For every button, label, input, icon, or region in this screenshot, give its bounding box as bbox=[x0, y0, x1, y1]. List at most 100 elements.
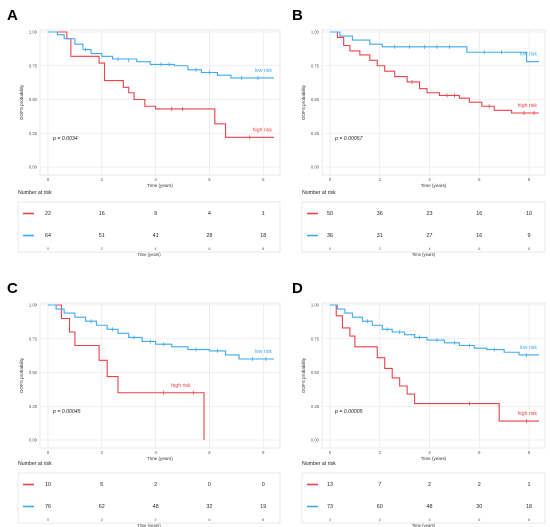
at-risk-count: 31 bbox=[377, 233, 383, 239]
at-risk-count: 22 bbox=[45, 211, 51, 217]
y-axis-title: OOFS probability bbox=[19, 357, 24, 393]
risk-table-x-tick: 8 bbox=[262, 518, 264, 522]
panel-a: A 0.00 0.25 0.50 0.75 1.00 0 2 4 6 8 OOFS probabili… bbox=[7, 7, 281, 257]
low-risk-curve bbox=[330, 31, 539, 63]
low-risk-curve bbox=[330, 304, 539, 356]
y-tick-label: 0.25 bbox=[311, 131, 320, 136]
panel-label: D bbox=[292, 280, 303, 297]
at-risk-count: 2 bbox=[428, 482, 431, 488]
risk-table-x-title: Time (years) bbox=[412, 523, 436, 527]
high-risk-label: high risk bbox=[518, 411, 538, 417]
y-tick-label: 1.00 bbox=[311, 30, 320, 35]
y-tick-label: 0.50 bbox=[311, 370, 320, 375]
high-risk-curve bbox=[48, 31, 274, 138]
y-tick-label: 0.50 bbox=[29, 97, 38, 102]
x-tick-label: 0 bbox=[329, 177, 332, 182]
at-risk-count: 7 bbox=[378, 482, 381, 488]
x-tick-label: 4 bbox=[428, 450, 431, 455]
p-value-annotation: p = 0.0034 bbox=[52, 136, 78, 142]
y-tick-label: 1.00 bbox=[311, 303, 320, 308]
at-risk-count: 16 bbox=[99, 211, 105, 217]
y-axis-title: OOFS probability bbox=[301, 357, 306, 393]
x-tick-label: 0 bbox=[47, 177, 50, 182]
risk-table-x-tick: 2 bbox=[101, 247, 103, 251]
x-axis-title: Time (years) bbox=[421, 183, 447, 188]
high-risk-label: high risk bbox=[518, 103, 538, 109]
plot-area bbox=[321, 302, 546, 449]
high-risk-curve bbox=[330, 304, 539, 422]
at-risk-count: 9 bbox=[154, 211, 157, 217]
x-axis-title: Time (years) bbox=[147, 456, 173, 461]
y-axis-title: OOFS probability bbox=[19, 84, 24, 120]
y-tick-label: 0.00 bbox=[311, 165, 320, 170]
x-tick-label: 0 bbox=[47, 450, 50, 455]
high-risk-curve bbox=[330, 31, 539, 114]
y-tick-label: 0.25 bbox=[311, 404, 320, 409]
x-tick-label: 2 bbox=[379, 177, 382, 182]
y-tick-label: 1.00 bbox=[29, 303, 38, 308]
y-tick-label: 0.00 bbox=[29, 165, 38, 170]
x-tick-label: 4 bbox=[154, 177, 157, 182]
risk-table-title: Number at risk bbox=[302, 190, 336, 196]
risk-table-x-tick: 4 bbox=[155, 518, 157, 522]
y-tick-label: 0.00 bbox=[311, 438, 320, 443]
plot-area bbox=[39, 302, 281, 449]
at-risk-count: 73 bbox=[327, 504, 333, 510]
panel-b: B 0.00 0.25 0.50 0.75 1.00 0 2 4 6 8 OOFS probabili… bbox=[292, 7, 546, 257]
risk-table-x-tick: 2 bbox=[101, 518, 103, 522]
risk-table-x-tick: 6 bbox=[478, 247, 480, 251]
risk-table-x-tick: 4 bbox=[428, 247, 430, 251]
x-tick-label: 6 bbox=[208, 177, 211, 182]
panel-d: D 0.00 0.25 0.50 0.75 1.00 0 2 4 6 8 OOFS probabili… bbox=[292, 280, 546, 527]
y-tick-label: 0.75 bbox=[29, 336, 38, 341]
plot-area bbox=[321, 29, 546, 176]
low-risk-label: low risk bbox=[520, 52, 538, 58]
at-risk-count: 50 bbox=[327, 211, 333, 217]
at-risk-count: 32 bbox=[206, 504, 212, 510]
y-tick-label: 0.75 bbox=[29, 63, 38, 68]
p-value-annotation: p = 0.00057 bbox=[334, 136, 364, 142]
panel-label: A bbox=[7, 7, 18, 24]
low-risk-curve bbox=[48, 31, 274, 79]
low-risk-curve bbox=[48, 304, 274, 360]
risk-table-x-tick: 2 bbox=[379, 518, 381, 522]
risk-table-x-tick: 8 bbox=[528, 247, 530, 251]
low-risk-label: low risk bbox=[520, 345, 538, 351]
high-risk-label: high risk bbox=[253, 127, 273, 133]
at-risk-count: 13 bbox=[327, 482, 333, 488]
risk-table-title: Number at risk bbox=[18, 461, 52, 467]
at-risk-count: 2 bbox=[478, 482, 481, 488]
p-value-annotation: p = 0.00045 bbox=[52, 409, 81, 415]
risk-table bbox=[301, 201, 546, 253]
x-tick-label: 4 bbox=[428, 177, 431, 182]
at-risk-count: 30 bbox=[476, 504, 482, 510]
at-risk-count: 36 bbox=[327, 233, 333, 239]
at-risk-count: 1 bbox=[262, 211, 265, 217]
y-tick-label: 0.25 bbox=[29, 404, 38, 409]
risk-table-x-tick: 8 bbox=[262, 247, 264, 251]
at-risk-count: 62 bbox=[99, 504, 105, 510]
low-risk-label: low risk bbox=[255, 68, 273, 74]
x-tick-label: 0 bbox=[329, 450, 332, 455]
y-tick-label: 0.50 bbox=[29, 370, 38, 375]
risk-table-x-tick: 0 bbox=[47, 247, 49, 251]
high-risk-curve bbox=[48, 304, 205, 440]
x-axis-title: Time (years) bbox=[421, 456, 447, 461]
x-tick-label: 2 bbox=[101, 177, 104, 182]
x-tick-label: 2 bbox=[101, 450, 104, 455]
at-risk-count: 16 bbox=[476, 233, 482, 239]
risk-table-x-tick: 4 bbox=[428, 518, 430, 522]
at-risk-count: 4 bbox=[208, 211, 211, 217]
at-risk-count: 18 bbox=[526, 504, 532, 510]
p-value-annotation: p = 0.00005 bbox=[334, 409, 363, 415]
risk-table-x-tick: 6 bbox=[478, 518, 480, 522]
x-tick-label: 8 bbox=[262, 450, 265, 455]
at-risk-count: 48 bbox=[427, 504, 433, 510]
panel-label: C bbox=[7, 280, 18, 297]
x-axis-title: Time (years) bbox=[147, 183, 173, 188]
x-tick-label: 8 bbox=[528, 450, 531, 455]
risk-table-x-tick: 8 bbox=[528, 518, 530, 522]
risk-table-x-tick: 0 bbox=[329, 247, 331, 251]
x-tick-label: 8 bbox=[528, 177, 531, 182]
